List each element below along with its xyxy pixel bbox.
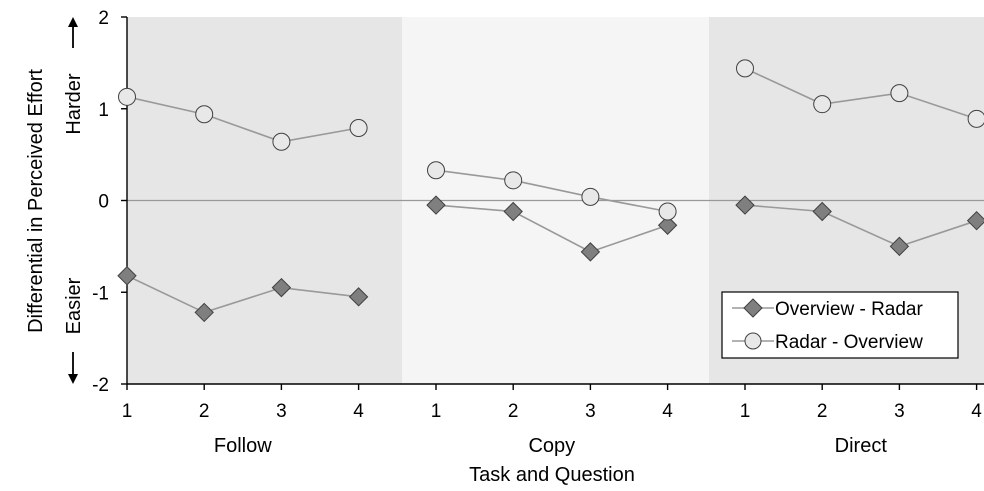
diamond-point (735, 195, 755, 215)
series-line (744, 67, 977, 120)
x-tick-label: 1 (431, 401, 442, 422)
diamond-point (117, 266, 137, 286)
group-label: Copy (528, 435, 575, 457)
series-line (435, 169, 668, 213)
circle-point (427, 161, 445, 180)
circle-point (195, 105, 214, 124)
y-tick-label: 0 (98, 192, 109, 213)
circle-marker-icon (744, 332, 762, 350)
circle-point (581, 187, 600, 206)
y-tick-label: -2 (92, 375, 109, 396)
x-tick-label: 3 (894, 401, 905, 422)
legend-item-radar-overview: Radar - Overview (732, 332, 923, 353)
circle-point (736, 59, 754, 78)
circle-point (658, 202, 677, 221)
x-axis-label: Task and Question (469, 464, 635, 486)
x-tick-label: 2 (199, 401, 210, 422)
circle-point (890, 84, 909, 103)
legend-item-overview-radar: Overview - Radar (732, 298, 923, 320)
diamond-point (348, 287, 369, 307)
diamond-point (657, 215, 678, 235)
diamond-point (426, 195, 446, 215)
y-tick-label: -1 (92, 283, 109, 304)
x-tick-label: 1 (122, 401, 133, 422)
diamond-point (966, 210, 984, 231)
diamond-point (503, 201, 523, 222)
x-tick-label: 3 (585, 401, 596, 422)
y-tick-label: 2 (98, 8, 109, 29)
diamond-point (580, 242, 601, 262)
circle-point (504, 171, 523, 190)
x-tick-label: 1 (740, 401, 751, 422)
x-tick-label: 3 (276, 401, 287, 422)
x-tick-label: 4 (353, 401, 364, 422)
axes: 2 1 0 -1 -2 1 2 3 4 Follow 1 2 3 4 Copy 1 2 3 4 Direct (92, 8, 984, 457)
diamond-point (271, 277, 292, 298)
series-markers (117, 59, 984, 323)
diamond-point (889, 236, 910, 257)
down-arrow-icon (68, 352, 78, 384)
legend-label: Radar - Overview (775, 332, 923, 353)
circle-point (967, 109, 984, 128)
legend-box (721, 291, 959, 359)
circle-point (118, 87, 136, 106)
easier-label: Easier (63, 277, 85, 334)
series-line (744, 204, 977, 248)
diamond-marker-icon (743, 298, 763, 318)
group-label: Direct (835, 435, 888, 457)
y-tick-label: 1 (98, 100, 109, 121)
circle-point (349, 119, 368, 138)
diamond-point (812, 201, 832, 222)
y-axis-label: Differential in Perceived Effort (25, 69, 47, 333)
legend-label: Overview - Radar (775, 299, 923, 320)
legend: Overview - Radar Radar - Overview (721, 291, 959, 359)
circle-point (272, 132, 291, 151)
series-line (126, 96, 359, 143)
harder-label: Harder (63, 73, 85, 134)
group-label: Follow (214, 435, 272, 457)
diamond-point (194, 302, 214, 323)
series-line (126, 275, 359, 314)
x-tick-label: 2 (817, 401, 828, 422)
x-tick-label: 4 (662, 401, 673, 422)
x-tick-label: 2 (508, 401, 519, 422)
x-tick-label: 4 (971, 401, 982, 422)
series-lines (126, 67, 977, 314)
circle-point (813, 95, 832, 114)
up-arrow-icon (68, 17, 78, 48)
series-line (435, 204, 668, 253)
